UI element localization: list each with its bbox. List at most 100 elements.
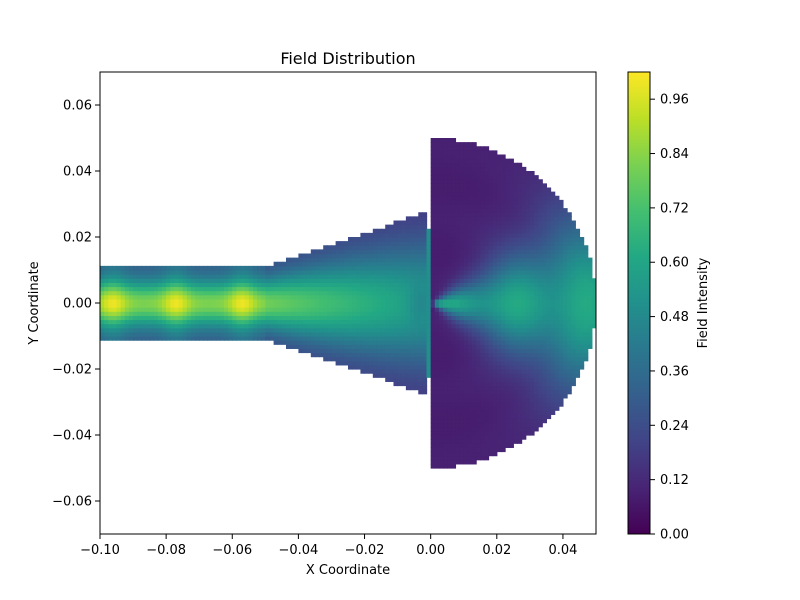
field-cell (331, 352, 337, 358)
field-cell (236, 294, 242, 300)
field-cell (257, 331, 262, 337)
field-cell (170, 294, 175, 300)
field-cell (451, 138, 457, 143)
field-cell (480, 439, 485, 444)
field-cell (401, 336, 407, 341)
field-cell (360, 241, 366, 246)
field-cell (290, 278, 295, 283)
field-cell (513, 237, 519, 242)
field-cell (575, 249, 581, 255)
field-cell (455, 261, 461, 267)
field-cell (488, 166, 494, 172)
field-cell (170, 311, 175, 316)
field-cell (434, 348, 440, 354)
field-cell (571, 327, 576, 333)
field-cell (476, 199, 481, 205)
field-cell (517, 261, 523, 267)
field-cell (484, 171, 490, 176)
field-cell (525, 397, 531, 403)
field-cell (583, 286, 589, 292)
field-cell (124, 265, 130, 271)
field-cell (492, 204, 498, 209)
field-cell (137, 278, 142, 283)
field-cell (447, 319, 452, 325)
field-cell (182, 323, 188, 329)
field-cell (538, 315, 543, 321)
field-cell (459, 381, 465, 387)
field-cell (443, 406, 448, 411)
field-cell (505, 348, 510, 354)
field-cell (186, 298, 192, 304)
field-cell (447, 216, 452, 222)
field-cell (277, 319, 283, 325)
field-cell (319, 311, 324, 316)
field-cell (438, 463, 444, 469)
field-cell (116, 303, 122, 308)
field-cell (562, 381, 568, 387)
field-cell (244, 294, 250, 300)
field-cell (219, 319, 225, 325)
field-cell (153, 274, 159, 279)
field-cell (476, 294, 481, 300)
field-cell (463, 199, 469, 205)
field-cell (480, 422, 485, 428)
field-cell (162, 323, 167, 329)
field-cell (443, 364, 448, 370)
field-cell (422, 336, 428, 341)
field-cell (463, 220, 469, 226)
field-cell (492, 389, 498, 395)
field-cell (505, 270, 510, 275)
field-cell (463, 439, 469, 444)
field-cell (509, 241, 514, 246)
field-cell (472, 451, 477, 457)
field-cell (455, 204, 461, 209)
field-cell (534, 294, 539, 300)
field-cell (393, 220, 399, 226)
field-cell (410, 303, 415, 308)
field-cell (575, 336, 581, 341)
field-cell (257, 270, 262, 275)
field-cell (500, 331, 506, 337)
field-cell (583, 319, 589, 325)
field-cell (348, 356, 353, 362)
field-cell (414, 311, 419, 316)
field-cell (505, 195, 510, 201)
field-cell (443, 393, 448, 399)
field-cell (364, 348, 370, 354)
field-cell (414, 336, 419, 341)
field-cell (447, 154, 452, 160)
field-cell (513, 298, 519, 304)
field-cell (509, 187, 514, 193)
field-cell (343, 356, 349, 362)
field-cell (364, 282, 370, 288)
field-cell (327, 249, 333, 255)
field-cell (124, 336, 130, 341)
field-cell (434, 220, 440, 226)
field-cell (529, 352, 535, 358)
field-cell (294, 282, 299, 288)
field-cell (178, 290, 184, 296)
field-cell (509, 261, 514, 267)
field-cell (281, 290, 287, 296)
field-cell (277, 294, 283, 300)
field-cell (443, 199, 448, 205)
field-cell (364, 290, 370, 296)
field-cell (393, 270, 399, 275)
field-cell (443, 397, 448, 403)
field-cell (447, 459, 452, 465)
field-cell (484, 393, 490, 399)
field-cell (426, 286, 432, 292)
field-cell (447, 303, 452, 308)
field-cell (505, 402, 510, 407)
field-cell (426, 253, 432, 259)
field-cell (120, 274, 126, 279)
field-cell (492, 158, 498, 164)
field-cell (418, 389, 423, 395)
field-cell (571, 381, 576, 387)
field-cell (505, 381, 510, 387)
field-cell (327, 257, 333, 263)
field-cell (434, 360, 440, 366)
field-cell (542, 208, 547, 213)
field-cell (360, 298, 366, 304)
field-cell (509, 220, 514, 226)
